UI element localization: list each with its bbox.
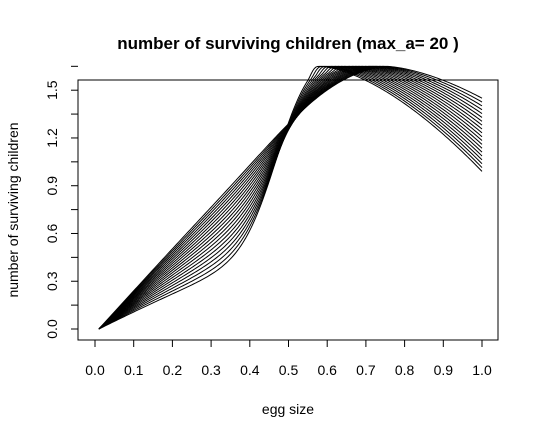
x-tick-label: 0.0 xyxy=(85,362,105,378)
series-line-10 xyxy=(98,65,483,330)
y-tick-label: 0.3 xyxy=(44,271,60,291)
x-tick-label: 0.4 xyxy=(240,362,260,378)
chart-title: number of surviving children (max_a= 20 … xyxy=(117,34,459,53)
x-tick-label: 0.7 xyxy=(356,362,376,378)
series-line-1 xyxy=(98,65,483,330)
series-line-11 xyxy=(98,65,483,330)
series-line-9 xyxy=(98,65,483,330)
x-tick-label: 0.5 xyxy=(279,362,299,378)
series-line-17 xyxy=(98,65,483,330)
y-axis-label: number of surviving children xyxy=(5,122,21,297)
series-line-8 xyxy=(98,65,483,330)
y-axis: 0.0 0.3 0.6 0.9 1.2 1.5 xyxy=(44,65,79,339)
x-tick-label: 1.0 xyxy=(472,362,492,378)
series-line-7 xyxy=(98,65,483,330)
series-line-6 xyxy=(98,65,483,330)
series-line-19 xyxy=(98,65,483,330)
series-line-3 xyxy=(98,65,483,330)
y-tick-label: 0.0 xyxy=(44,319,60,339)
x-tick-label: 0.6 xyxy=(317,362,337,378)
x-tick-label: 0.1 xyxy=(124,362,144,378)
y-tick-label: 1.2 xyxy=(44,128,60,148)
x-tick-label: 0.8 xyxy=(395,362,415,378)
series-line-20 xyxy=(98,65,483,330)
series-line-5 xyxy=(98,65,483,330)
x-axis-label: egg size xyxy=(262,401,314,417)
series-group xyxy=(98,65,483,330)
series-line-18 xyxy=(98,65,483,330)
series-line-12 xyxy=(98,65,483,330)
series-line-15 xyxy=(98,65,483,330)
x-tick-label: 0.9 xyxy=(434,362,454,378)
y-tick-label: 0.6 xyxy=(44,224,60,244)
x-tick-label: 0.3 xyxy=(201,362,221,378)
series-line-2 xyxy=(98,65,483,330)
x-axis: 0.0 0.1 0.2 0.3 0.4 0.5 0.6 0.7 0.8 0.9 1.0 xyxy=(85,339,492,378)
x-tick-label: 0.2 xyxy=(163,362,183,378)
series-line-16 xyxy=(98,65,483,330)
series-line-4 xyxy=(98,65,483,330)
y-tick-label: 0.9 xyxy=(44,176,60,196)
series-line-14 xyxy=(98,65,483,330)
series-line-13 xyxy=(98,65,483,330)
y-tick-label: 1.5 xyxy=(44,80,60,100)
